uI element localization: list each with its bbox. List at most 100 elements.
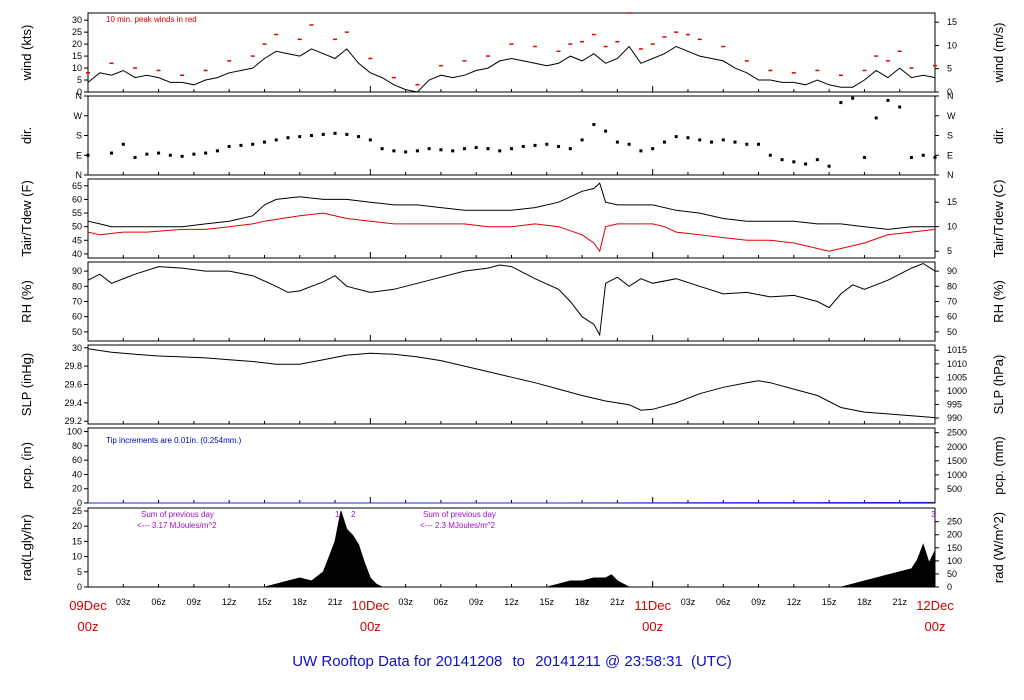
rh-frame xyxy=(87,261,936,342)
rad-mark-2: 2 xyxy=(351,510,356,519)
rad-rtick-label: 250 xyxy=(947,517,962,527)
rh-rtick-label: 60 xyxy=(947,312,957,322)
rad-note-2-value: <--- 2.3 MJoules/m^2 xyxy=(420,521,496,530)
temp-rtick-label: 10 xyxy=(947,222,957,232)
dir-point xyxy=(545,142,549,146)
temp-ytick-label: 40 xyxy=(72,249,82,259)
wind-frame xyxy=(87,12,936,93)
dir-point xyxy=(851,96,855,100)
wind-ylabel-right: wind (m/s) xyxy=(991,23,1006,84)
dir-point xyxy=(568,147,572,151)
temp-ytick-label: 50 xyxy=(72,222,82,232)
dir-point xyxy=(462,147,466,151)
x-tick-label: 03z xyxy=(681,597,696,607)
dir-point xyxy=(651,147,655,151)
day-label: 09Dec xyxy=(69,598,107,613)
dir-point xyxy=(874,116,878,120)
pcp-rtick-label: 500 xyxy=(947,484,962,494)
dir-point xyxy=(639,149,643,153)
dir-point xyxy=(709,140,713,144)
dir-point xyxy=(204,151,208,155)
dir-point xyxy=(251,142,255,146)
temp-panel: 40 45 50 55 60 65 5 10 15 Tair/Tdew (F) Tair/Tdew … xyxy=(19,178,1006,259)
wind-ytick-label: 5 xyxy=(77,75,82,85)
pcp-ytick-label: 20 xyxy=(72,484,82,494)
wind-ytick-label: 20 xyxy=(72,39,82,49)
wind-panel: 0 5 10 15 20 25 30 0 5 10 15 wind (kts) wind (m/s) xyxy=(19,12,1006,97)
temp-ylabel-right: Tair/Tdew (C) xyxy=(991,179,1006,257)
dir-point xyxy=(827,164,831,168)
slp-panel: 29.2 29.4 29.6 29.8 30 990 995 1000 1005 1010 1015… xyxy=(19,343,1006,426)
rad-rtick-label: 200 xyxy=(947,530,962,540)
dir-point xyxy=(110,151,114,155)
x-tick-label: 12z xyxy=(504,597,519,607)
dir-point xyxy=(557,144,561,148)
dir-point xyxy=(686,136,690,140)
dir-ylabel-right: dir. xyxy=(991,127,1006,144)
dir-ytick-label: N xyxy=(76,91,83,101)
dir-point xyxy=(333,131,337,135)
x-tick-label: 15z xyxy=(257,597,272,607)
dir-point xyxy=(380,147,384,151)
dir-point xyxy=(921,153,925,157)
wind-ylabel: wind (kts) xyxy=(19,25,34,82)
dir-point xyxy=(298,135,302,139)
pcp-rtick-label: 2500 xyxy=(947,428,967,438)
dir-point xyxy=(286,136,290,140)
day-hour-label: 00z xyxy=(925,619,946,634)
dir-point xyxy=(674,135,678,139)
dir-point xyxy=(580,138,584,142)
dir-rtick-label: N xyxy=(947,91,954,101)
dir-point xyxy=(368,138,372,142)
dir-point xyxy=(451,149,455,153)
rh-ylabel: RH (%) xyxy=(19,280,34,323)
pcp-ylabel-right: pcp. (mm) xyxy=(991,436,1006,495)
dir-rtick-label: S xyxy=(947,131,953,141)
rad-area xyxy=(264,510,936,588)
pcp-panel: 0 20 40 60 80 100 500 1000 1500 2000 2500 pcp. (in)… xyxy=(19,427,1006,508)
dir-point xyxy=(627,142,631,146)
slp-rtick-label: 990 xyxy=(947,413,962,423)
rad-rtick-label: 0 xyxy=(947,582,952,592)
dir-point xyxy=(521,144,525,148)
rh-ytick-label: 80 xyxy=(72,281,82,291)
slp-rtick-label: 1000 xyxy=(947,386,967,396)
pcp-rtick-label: 1000 xyxy=(947,470,967,480)
dir-point xyxy=(615,140,619,144)
dir-point xyxy=(474,146,478,150)
rh-ylabel-right: RH (%) xyxy=(991,280,1006,323)
dir-point xyxy=(345,132,349,136)
dir-point xyxy=(733,140,737,144)
day-label: 11Dec xyxy=(634,598,671,613)
temp-ylabel: Tair/Tdew (F) xyxy=(19,180,34,257)
x-tick-label: 21z xyxy=(610,597,625,607)
wind-rtick-label: 10 xyxy=(947,40,957,50)
dir-rtick-label: E xyxy=(947,150,953,160)
pcp-rtick-label: 2000 xyxy=(947,442,967,452)
rad-ylabel-right: rad (W/m^2) xyxy=(991,512,1006,583)
day-hour-label: 00z xyxy=(642,619,663,634)
x-tick-label: 18z xyxy=(857,597,872,607)
dir-point xyxy=(862,155,866,159)
dir-point xyxy=(721,138,725,142)
dir-point xyxy=(145,152,149,156)
dir-frame xyxy=(87,95,936,176)
dir-point xyxy=(310,134,314,137)
wind-note: 10 min. peak winds in red xyxy=(106,15,197,24)
slp-ytick-label: 30 xyxy=(72,343,82,353)
wind-rtick-label: 15 xyxy=(947,17,957,27)
rh-ytick-label: 90 xyxy=(72,266,82,276)
temp-series-1 xyxy=(87,212,936,253)
slp-ytick-label: 29.2 xyxy=(64,416,82,426)
wind-ytick-label: 30 xyxy=(72,15,82,25)
x-tick-label: 12z xyxy=(222,597,237,607)
dir-point xyxy=(780,158,784,162)
slp-frame xyxy=(87,344,936,425)
day-label: 12Dec xyxy=(916,598,954,613)
dir-point xyxy=(168,153,172,157)
dir-point xyxy=(262,140,266,144)
temp-ytick-label: 45 xyxy=(72,235,82,245)
